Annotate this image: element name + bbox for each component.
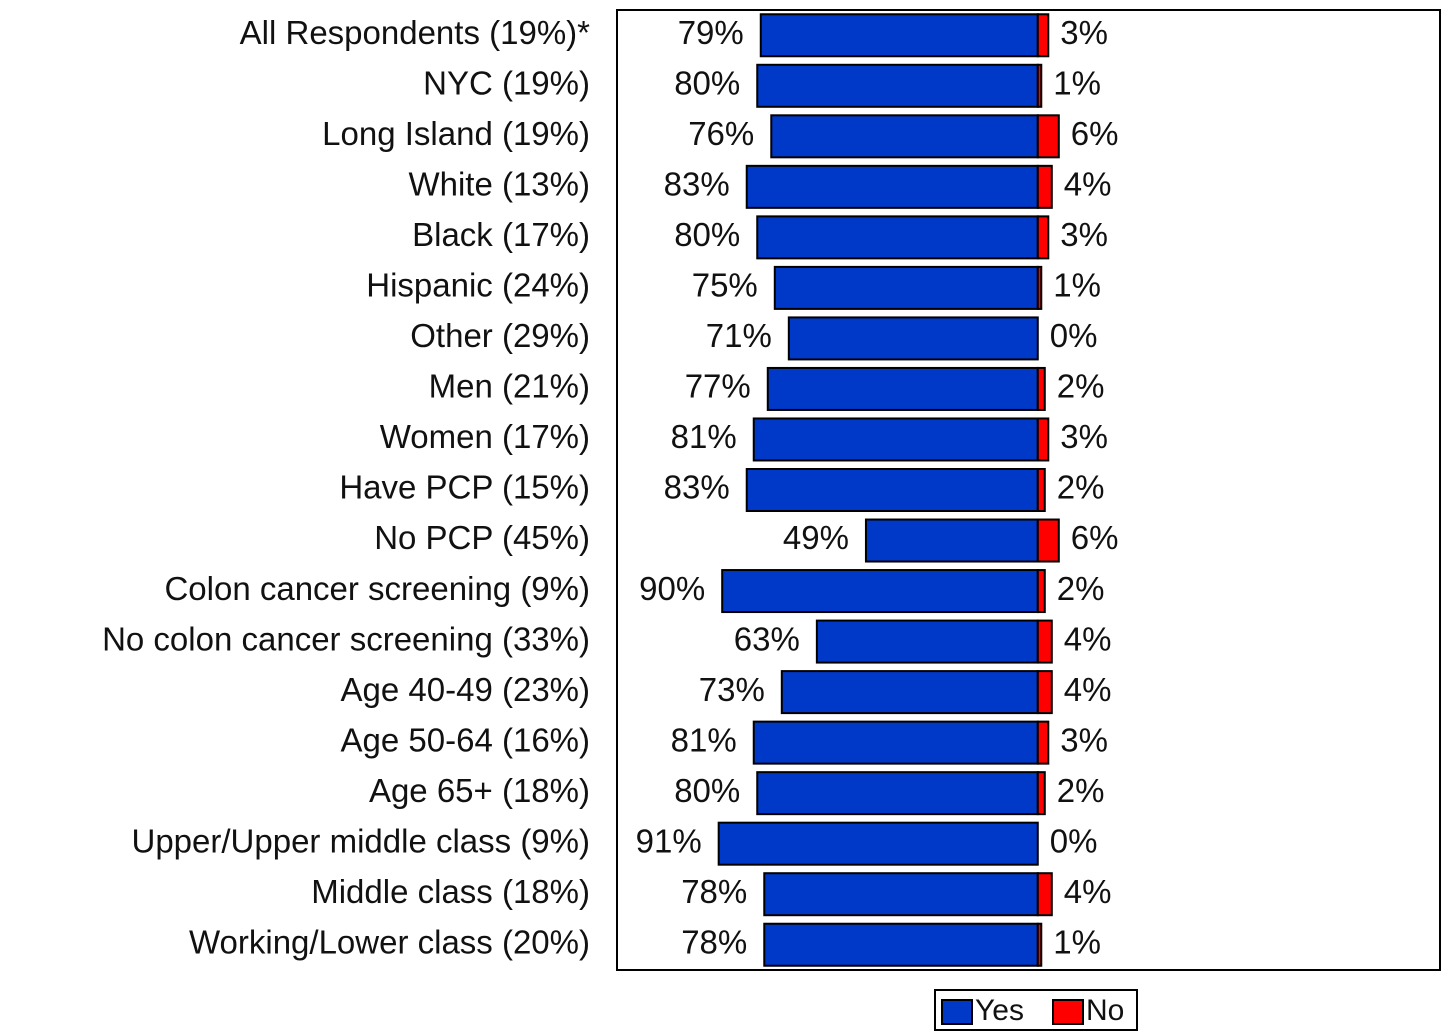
value-label: 83% [664,469,730,506]
bar [780,670,1039,715]
bar [787,316,1039,361]
category-label: Hispanic (24%) [366,267,590,304]
value-label: 3% [1060,216,1108,253]
category-label: Long Island (19%) [322,115,590,152]
value-label: 4% [1064,671,1112,708]
bar [756,771,1039,816]
bar [1036,114,1060,159]
bar [752,720,1039,765]
bar [1036,569,1046,614]
value-label: 1% [1053,267,1101,304]
value-label: 1% [1053,65,1101,102]
legend-label: No [1086,994,1124,1027]
value-label: 80% [674,772,740,809]
bar [1036,872,1053,917]
value-label: 75% [692,267,758,304]
bar [1036,366,1046,411]
bar [763,922,1039,967]
value-label: 80% [674,216,740,253]
bar [1036,417,1050,462]
bar [763,872,1039,917]
category-label: Age 65+ (18%) [369,772,590,809]
value-label: 76% [688,115,754,152]
bar [1036,265,1043,310]
bar [1036,670,1053,715]
category-label: Working/Lower class (20%) [189,923,590,960]
category-label: White (13%) [408,166,590,203]
value-label: 4% [1064,620,1112,657]
category-label: Have PCP (15%) [339,469,590,506]
value-label: 6% [1071,519,1119,556]
category-label: Other (29%) [410,317,590,354]
bar [1036,63,1043,108]
bar [1036,164,1053,209]
bar [1036,468,1046,512]
bar [1036,771,1046,816]
value-label: 6% [1071,115,1119,152]
value-label: 2% [1057,368,1105,405]
category-label: Black (17%) [412,216,590,253]
bar [759,13,1039,58]
bar [1036,518,1060,563]
bar [745,468,1039,512]
bar [752,417,1039,462]
value-label: 4% [1064,166,1112,203]
value-label: 1% [1053,923,1101,960]
value-label: 71% [706,317,772,354]
legend-swatch [1052,999,1084,1025]
value-label: 80% [674,65,740,102]
category-label: Upper/Upper middle class (9%) [131,822,590,859]
value-label: 91% [636,822,702,859]
bar [1036,922,1043,967]
value-label: 3% [1060,721,1108,758]
value-label: 77% [685,368,751,405]
bar [717,821,1039,866]
bar [770,114,1039,159]
bar [1036,619,1053,664]
bar [1036,215,1050,260]
value-label: 81% [671,721,737,758]
category-label: Age 40-49 (23%) [341,671,590,708]
category-label: No colon cancer screening (33%) [102,620,590,657]
plot-frame [616,9,1441,971]
bar [1036,13,1050,58]
bar [756,215,1039,260]
value-label: 83% [664,166,730,203]
value-label: 0% [1050,317,1098,354]
category-label: Middle class (18%) [311,873,590,910]
value-label: 2% [1057,570,1105,607]
bar [745,164,1039,209]
value-label: 79% [678,14,744,51]
bar [756,63,1039,108]
legend-label: Yes [975,994,1024,1027]
bar [773,265,1039,310]
value-label: 3% [1060,14,1108,51]
bar [815,619,1039,664]
value-label: 73% [699,671,765,708]
category-label: Women (17%) [380,418,590,455]
bar [1036,720,1050,765]
category-label: NYC (19%) [423,65,590,102]
category-label: Age 50-64 (16%) [341,721,590,758]
value-label: 49% [783,519,849,556]
bar [721,569,1039,614]
value-label: 4% [1064,873,1112,910]
value-label: 81% [671,418,737,455]
value-label: 63% [734,620,800,657]
value-label: 78% [681,873,747,910]
value-label: 2% [1057,469,1105,506]
category-label: Colon cancer screening (9%) [164,570,590,607]
value-label: 90% [639,570,705,607]
bar [864,518,1039,563]
bar [766,366,1039,411]
value-label: 0% [1050,822,1098,859]
value-label: 78% [681,923,747,960]
value-label: 2% [1057,772,1105,809]
legend-swatch [941,999,973,1025]
category-label: No PCP (45%) [374,519,590,556]
category-label: All Respondents (19%)* [240,14,591,51]
value-label: 3% [1060,418,1108,455]
category-label: Men (21%) [429,368,590,405]
